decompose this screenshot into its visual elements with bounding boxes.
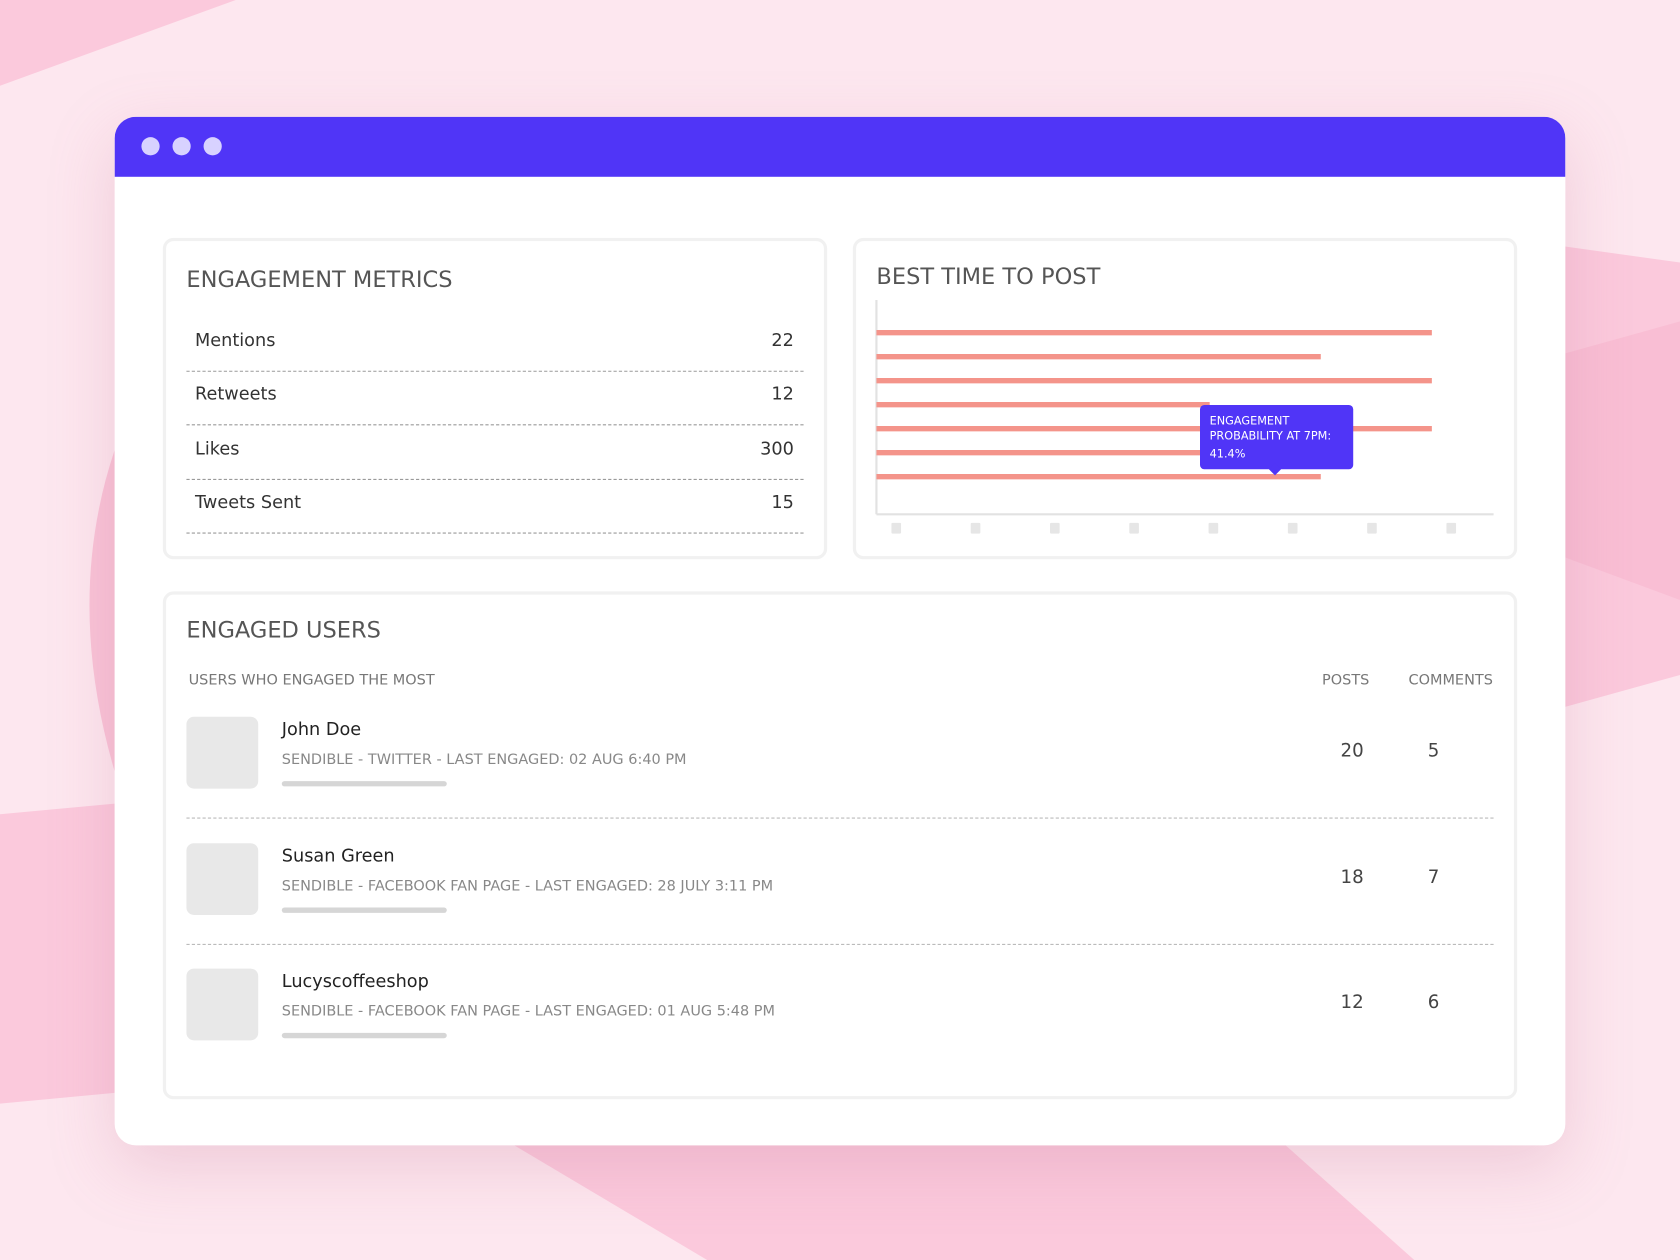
x-tick-placeholders [891, 522, 1457, 534]
bar[interactable] [876, 450, 1210, 456]
column-header: USERS WHO ENGAGED THE MOST [188, 671, 435, 689]
progress-bar [281, 781, 447, 787]
chart [875, 300, 1494, 534]
bar[interactable] [876, 354, 1321, 360]
tooltip-text: ENGAGEMENT PROBABILITY AT 7PM: [1209, 414, 1332, 443]
metric-label: Likes [195, 437, 240, 459]
row-divider [186, 817, 1494, 819]
window-dot[interactable] [172, 137, 191, 156]
posts-value: 20 [1340, 740, 1364, 762]
metric-label: Mentions [195, 330, 276, 351]
window-dot[interactable] [141, 137, 160, 156]
avatar [186, 968, 259, 1041]
comments-value: 7 [1427, 866, 1440, 888]
users-card [162, 591, 1518, 1100]
metric-value: 15 [771, 491, 794, 513]
tooltip-value: 41.4% [1209, 447, 1246, 461]
user-name: John Doe [281, 718, 362, 740]
column-header: COMMENTS [1408, 671, 1493, 689]
user-detail: SENDIBLE - FACEBOOK FAN PAGE - LAST ENGA… [281, 1003, 776, 1021]
user-name: Lucyscoffeeshop [281, 971, 429, 992]
column-header: POSTS [1322, 671, 1370, 689]
card-title: ENGAGED USERS [186, 617, 381, 643]
metric-label: Tweets Sent [195, 491, 302, 513]
progress-bar [281, 1033, 447, 1039]
row-divider [186, 424, 804, 426]
row-divider [186, 478, 804, 480]
bar[interactable] [876, 378, 1432, 384]
row-divider [186, 370, 804, 372]
comments-value: 6 [1427, 992, 1440, 1014]
card-title: BEST TIME TO POST [876, 263, 1101, 290]
card-title: ENGAGEMENT METRICS [186, 266, 453, 293]
posts-value: 18 [1340, 866, 1364, 888]
user-detail: SENDIBLE - TWITTER - LAST ENGAGED: 02 AU… [281, 751, 687, 769]
metric-value: 22 [771, 330, 794, 351]
avatar [186, 842, 259, 915]
bar[interactable] [876, 426, 1432, 432]
metrics-card [162, 237, 828, 560]
posts-value: 12 [1340, 992, 1364, 1014]
title-bar [114, 116, 1566, 177]
row-divider [186, 532, 804, 534]
chart-card [852, 237, 1518, 560]
metric-label: Retweets [195, 383, 277, 405]
bar[interactable] [876, 330, 1432, 336]
tooltip: ENGAGEMENT PROBABILITY AT 7PM: 41.4% [1200, 405, 1354, 476]
metric-value: 12 [771, 383, 794, 405]
progress-bar [281, 907, 447, 913]
metric-value: 300 [760, 437, 794, 459]
avatar [186, 716, 259, 789]
row-divider [186, 943, 1494, 945]
bar[interactable] [876, 474, 1321, 480]
comments-value: 5 [1427, 740, 1440, 762]
user-name: Susan Green [281, 845, 395, 866]
window-dot[interactable] [203, 137, 222, 156]
bar[interactable] [876, 402, 1210, 408]
user-detail: SENDIBLE - FACEBOOK FAN PAGE - LAST ENGA… [281, 877, 774, 895]
